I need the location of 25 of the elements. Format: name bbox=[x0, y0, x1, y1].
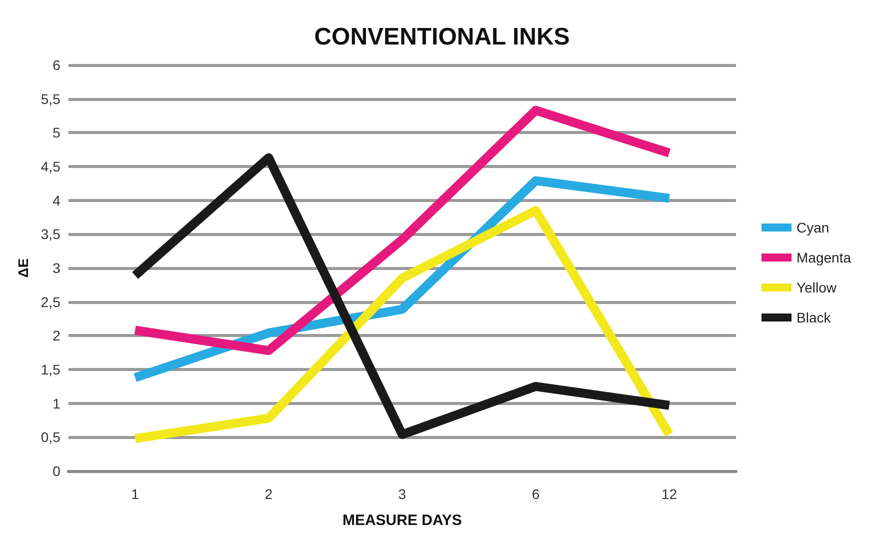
chart-title: CONVENTIONAL INKS bbox=[314, 24, 570, 50]
legend-label: Magenta bbox=[796, 250, 852, 266]
x-tick-label: 3 bbox=[398, 486, 406, 502]
x-tick-label: 12 bbox=[661, 486, 678, 502]
y-tick-label: 3 bbox=[52, 260, 61, 276]
legend-label: Cyan bbox=[796, 220, 830, 236]
x-tick-label: 6 bbox=[532, 486, 540, 502]
y-tick-label: 2,5 bbox=[40, 294, 61, 310]
y-tick-label: 5 bbox=[52, 124, 61, 141]
y-tick-label: 3,5 bbox=[40, 226, 61, 242]
x-axis-title: MEASURE DAYS bbox=[342, 512, 462, 529]
legend-label: Black bbox=[796, 310, 832, 326]
y-tick-label: 5,5 bbox=[40, 90, 61, 107]
y-tick-label: 2 bbox=[52, 328, 61, 344]
legend-label: Yellow bbox=[796, 280, 838, 296]
y-tick-label: 0,5 bbox=[40, 429, 61, 446]
x-tick-label: 1 bbox=[131, 486, 140, 502]
y-tick-label: 1,5 bbox=[40, 362, 61, 378]
y-tick-label: 4,5 bbox=[40, 158, 61, 174]
y-axis-title: ΔE bbox=[15, 258, 31, 278]
x-tick-label: 2 bbox=[264, 486, 273, 502]
y-tick-label: 6 bbox=[52, 57, 61, 73]
y-tick-label: 0 bbox=[52, 463, 61, 479]
y-tick-label: 4 bbox=[52, 192, 61, 208]
y-tick-label: 1 bbox=[52, 395, 61, 412]
